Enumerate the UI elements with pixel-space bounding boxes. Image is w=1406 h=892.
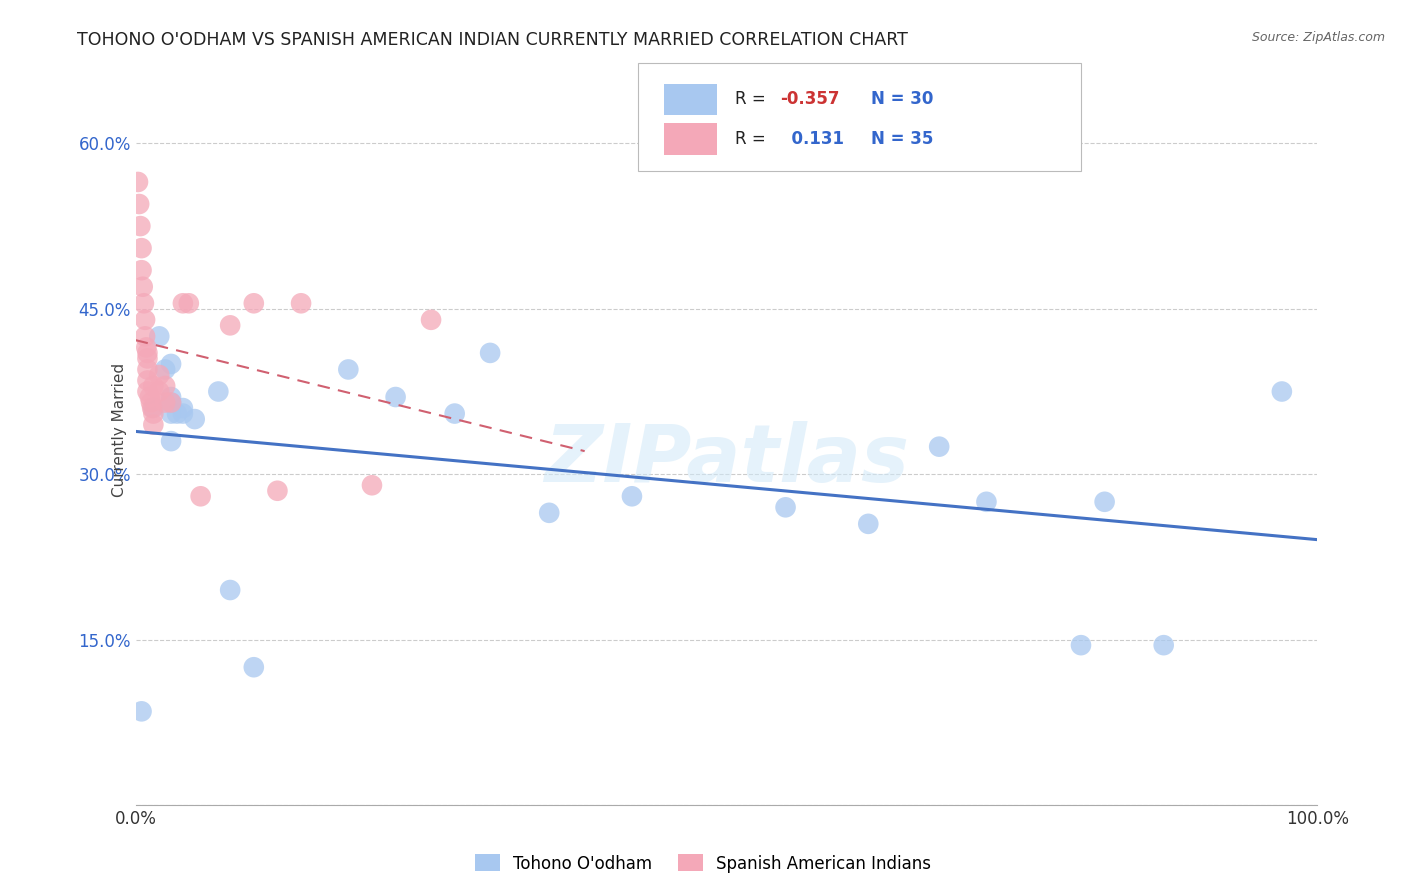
Point <box>153 379 176 393</box>
Point <box>538 506 561 520</box>
Point <box>172 407 194 421</box>
Text: -0.357: -0.357 <box>780 90 839 109</box>
Point <box>928 440 950 454</box>
Point <box>479 346 502 360</box>
Point <box>131 263 153 277</box>
Point <box>136 362 159 376</box>
Point <box>858 516 880 531</box>
Point <box>160 407 183 421</box>
Point <box>139 390 162 404</box>
Text: 0.131: 0.131 <box>780 130 844 148</box>
Point <box>1070 638 1092 652</box>
Point <box>153 395 176 409</box>
Point <box>142 407 165 421</box>
Point <box>172 296 194 310</box>
Point <box>420 313 443 327</box>
Point <box>243 296 266 310</box>
Point <box>136 384 159 399</box>
Point <box>190 489 212 503</box>
Point <box>266 483 288 498</box>
Point <box>976 495 998 509</box>
Point <box>160 390 183 404</box>
Text: N = 30: N = 30 <box>870 90 934 109</box>
Point <box>620 489 643 503</box>
Point <box>1094 495 1116 509</box>
Point <box>129 219 152 233</box>
Point <box>775 500 797 515</box>
Point <box>219 582 242 597</box>
Point <box>141 401 163 415</box>
Point <box>160 357 183 371</box>
Text: R =: R = <box>735 130 770 148</box>
Point <box>243 660 266 674</box>
Point <box>136 351 159 366</box>
Point <box>142 417 165 432</box>
FancyBboxPatch shape <box>638 62 1081 171</box>
Point <box>131 241 153 255</box>
Point <box>207 384 229 399</box>
Text: TOHONO O'ODHAM VS SPANISH AMERICAN INDIAN CURRENTLY MARRIED CORRELATION CHART: TOHONO O'ODHAM VS SPANISH AMERICAN INDIA… <box>77 31 908 49</box>
Legend: Tohono O'odham, Spanish American Indians: Tohono O'odham, Spanish American Indians <box>468 847 938 880</box>
Point <box>219 318 242 333</box>
Point <box>132 296 155 310</box>
Point <box>177 296 200 310</box>
Point <box>135 340 157 354</box>
Point <box>128 197 150 211</box>
Point <box>136 374 159 388</box>
Point <box>290 296 312 310</box>
Point <box>172 401 194 415</box>
Text: ZIPatlas: ZIPatlas <box>544 421 908 500</box>
Text: Source: ZipAtlas.com: Source: ZipAtlas.com <box>1251 31 1385 45</box>
Point <box>166 407 188 421</box>
Point <box>127 175 149 189</box>
Point <box>160 395 183 409</box>
Point <box>142 401 165 415</box>
Point <box>153 362 176 376</box>
Point <box>134 329 156 343</box>
Point <box>443 407 465 421</box>
Point <box>160 434 183 449</box>
Point <box>384 390 406 404</box>
Point <box>361 478 384 492</box>
Point <box>337 362 360 376</box>
Point <box>132 279 155 293</box>
FancyBboxPatch shape <box>664 84 717 115</box>
Point <box>142 379 165 393</box>
Point <box>134 313 156 327</box>
FancyBboxPatch shape <box>664 123 717 155</box>
Point <box>1153 638 1175 652</box>
Point <box>139 395 162 409</box>
Point <box>148 329 170 343</box>
Point <box>131 704 153 718</box>
Y-axis label: Currently Married: Currently Married <box>112 363 128 497</box>
Point <box>148 368 170 382</box>
Point <box>148 384 170 399</box>
Text: R =: R = <box>735 90 770 109</box>
Text: N = 35: N = 35 <box>870 130 934 148</box>
Point <box>160 395 183 409</box>
Point <box>1271 384 1294 399</box>
Point <box>183 412 205 426</box>
Point <box>136 346 159 360</box>
